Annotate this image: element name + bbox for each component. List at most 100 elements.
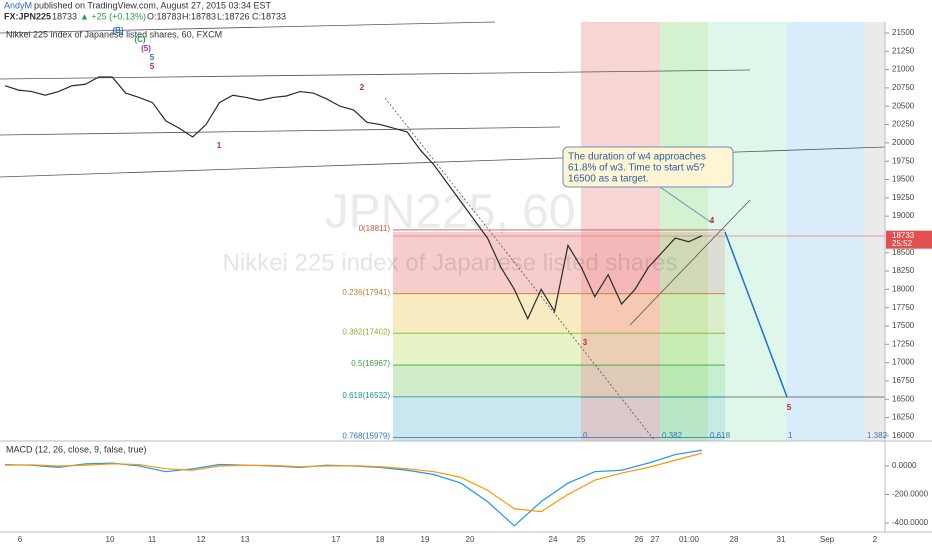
time-zone [865, 22, 885, 441]
ohlc: C:18733 [252, 11, 286, 21]
y-tick-label: 21000 [892, 65, 915, 74]
y-tick-label: 16750 [892, 376, 915, 385]
y-tick-label: 21500 [892, 28, 915, 37]
ohlc: O:18783 [147, 11, 182, 21]
wave-label: (5) [141, 44, 151, 53]
trend-line [0, 126, 561, 136]
time-fib-label: 0.618 [710, 431, 731, 440]
x-tick-label: Sep [820, 535, 835, 544]
note: The duration of w4 approaches 61.8% of w… [562, 146, 734, 224]
y-tick-label: 17000 [892, 358, 915, 367]
trend-line [0, 69, 751, 80]
published: published on TradingView.com, August 27,… [34, 0, 271, 10]
x-tick-label: 13 [241, 535, 250, 544]
x-tick-label: 01:00 [679, 535, 700, 544]
y-tick-label: 18500 [892, 248, 915, 257]
target-arrow [724, 231, 788, 398]
y-tick-label: 17250 [892, 339, 915, 348]
y-tick-label: 16000 [892, 431, 915, 440]
author[interactable]: AndyM [4, 0, 32, 10]
fib-label: 0.382(17402) [342, 327, 390, 336]
y-tick-label: 20750 [892, 83, 915, 92]
macd-title: MACD (12, 26, close, 9, false, true) [6, 444, 147, 454]
time-zone [581, 22, 660, 441]
note-line: 61.8% of w3. Time to start w5? [568, 163, 705, 174]
time-zone [786, 22, 865, 441]
fib-label: 0.5(16967) [351, 359, 390, 368]
wave-label: 5 [150, 62, 155, 71]
y-tick-label: 18000 [892, 284, 915, 293]
wave-label: 2 [360, 83, 365, 92]
x-tick-label: 17 [332, 535, 341, 544]
y-tick-label: 18250 [892, 266, 915, 275]
price-line [4, 76, 703, 321]
time-fib-label: 0 [583, 431, 588, 440]
wave-label: 5 [787, 403, 792, 412]
y-tick-label: 17500 [892, 321, 915, 330]
symbol: FX:JPN225 [4, 11, 51, 21]
note-pointer [659, 186, 713, 224]
fib-label: 0.768(15979) [342, 432, 390, 441]
time-fib-label: 1 [788, 431, 793, 440]
note-line: 16500 as a target. [568, 174, 649, 185]
time-fib-label: 0.382 [662, 431, 683, 440]
x-tick-label: 11 [148, 535, 157, 544]
x-tick-label: 25 [577, 535, 586, 544]
y-tick-label: 0.0000 [892, 461, 917, 470]
y-tick-label: 20250 [892, 120, 915, 129]
x-tick-label: 20 [466, 535, 475, 544]
fib-label: 0(18811) [359, 224, 391, 233]
y-tick-label: 19500 [892, 175, 915, 184]
price-tag-box [886, 230, 932, 249]
y-tick-label: 19750 [892, 156, 915, 165]
zones [393, 22, 885, 441]
last-price: 18733 [52, 11, 77, 21]
legend: Nikkei 225 index of Japanese listed shar… [6, 29, 222, 39]
x-tick-label: 2 [873, 535, 878, 544]
note-box [562, 146, 734, 188]
x-tick-label: 19 [421, 535, 430, 544]
change: ▲ +25 (+0.13%) [80, 11, 146, 21]
x-tick-label: 18 [376, 535, 385, 544]
y-tick-label: 17750 [892, 303, 915, 312]
y-tick-label: 21250 [892, 46, 915, 55]
y-tick-label: 19000 [892, 211, 915, 220]
fib-label: 0.618(16532) [342, 391, 390, 400]
x-tick-label: 6 [18, 535, 23, 544]
x-tick-label: 26 [635, 535, 644, 544]
y-tick-label: -400.0000 [892, 518, 929, 527]
y-tick-label: -200.0000 [892, 490, 929, 499]
y-tick-label: 16250 [892, 413, 915, 422]
price-tag: 18733 [892, 231, 915, 240]
macd-line [4, 452, 703, 513]
y-tick-label: 20000 [892, 138, 915, 147]
time-zone [660, 22, 708, 441]
x-tick-label: 28 [730, 535, 739, 544]
timer: 25:52 [892, 239, 913, 248]
wave-label: (B) [112, 26, 123, 35]
x-tick-label: 10 [106, 535, 115, 544]
wave-label: 4 [710, 216, 715, 225]
trend-line [384, 97, 656, 442]
trend-line [0, 21, 496, 34]
wave-label: 3 [583, 338, 588, 347]
time-fib-label: 1.382 [867, 431, 888, 440]
trend-line [629, 199, 751, 326]
time-zone [708, 22, 786, 441]
ohlc: L:18726 [217, 11, 250, 21]
x-tick-label: 24 [549, 535, 558, 544]
wave-label: (C) [134, 35, 145, 44]
x-tick-label: 31 [777, 535, 786, 544]
x-tick-label: 27 [651, 535, 660, 544]
watermark-sub: Nikkei 225 index of Japanese listed shar… [223, 249, 678, 276]
fib-label: 0.236(17941) [342, 288, 390, 297]
y-tick-label: 19250 [892, 193, 915, 202]
wave-label: 5 [150, 53, 155, 62]
note-line: The duration of w4 approaches [568, 152, 706, 163]
y-tick-label: 20500 [892, 101, 915, 110]
trend-line [0, 146, 886, 178]
x-tick-label: 12 [197, 535, 206, 544]
drawings [0, 21, 886, 442]
wave-label: 1 [217, 141, 222, 150]
